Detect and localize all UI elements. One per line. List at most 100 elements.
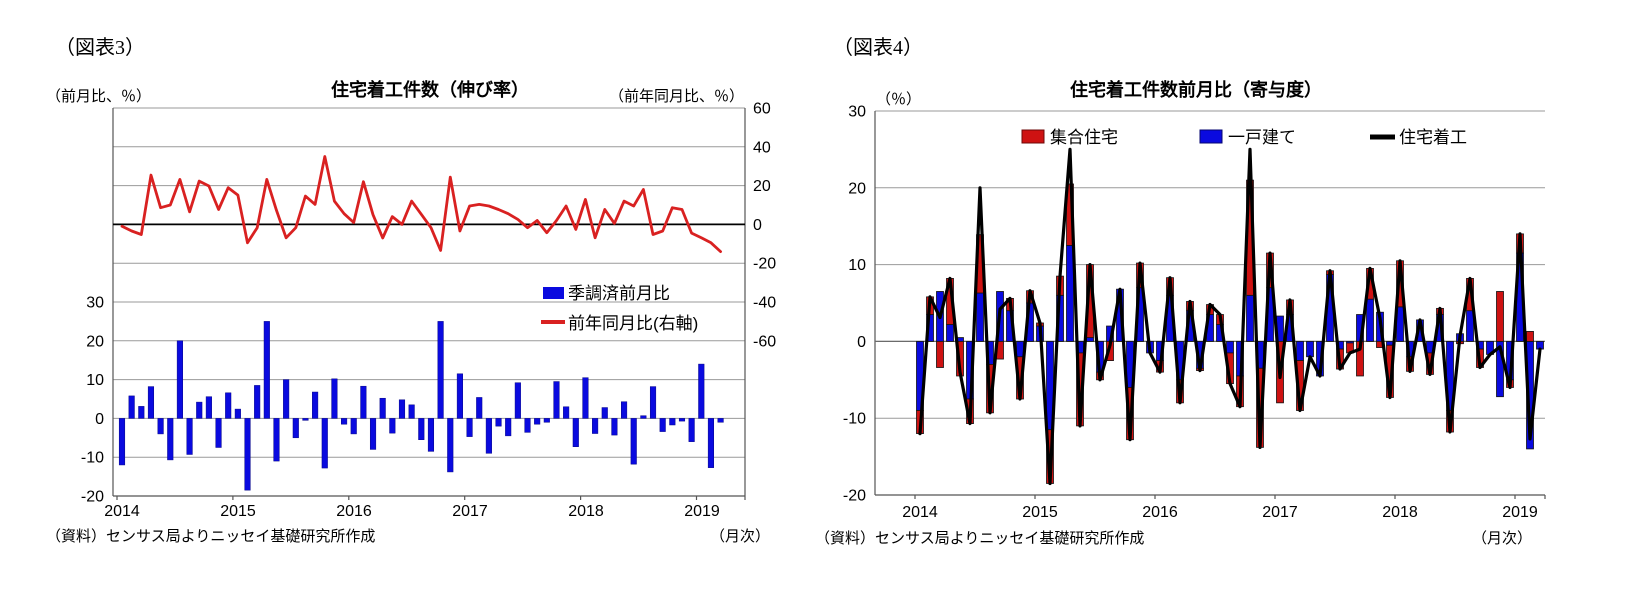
- mom-bar: [485, 418, 492, 454]
- figure4-contribution-bar-series: [916, 179, 1544, 484]
- mom-bar: [572, 418, 579, 447]
- total-housing-starts-line: [918, 147, 1542, 486]
- mom-bar: [263, 321, 270, 419]
- mom-bar: [592, 418, 599, 434]
- mom-bar: [524, 418, 531, 433]
- mom-bar: [534, 418, 541, 425]
- figure4-legend-multi-swatch: [1021, 129, 1045, 144]
- single-family-bar: [1226, 340, 1234, 354]
- single-family-bar: [946, 324, 954, 342]
- mom-bar: [398, 399, 406, 419]
- figure3-right-axis-tick-label: 60: [753, 101, 771, 118]
- mom-bar: [447, 418, 454, 473]
- figure3-left-axis-tick-label: 30: [86, 295, 104, 312]
- figure4-y-axis-tick-label: 30: [848, 104, 866, 121]
- single-family-bar: [1016, 340, 1024, 358]
- figure3-right-axis-tick-label: -40: [753, 295, 776, 312]
- mom-bar: [234, 408, 241, 419]
- mom-bar: [186, 418, 193, 455]
- mom-bar: [563, 406, 570, 419]
- figure4-x-axis-year-label: 2019: [1502, 504, 1538, 521]
- mom-bar: [176, 340, 183, 419]
- figure4-legend-single-swatch: [1199, 129, 1223, 144]
- figure3-legend: 季調済前月比 前年同月比(右軸): [541, 284, 698, 333]
- mom-bar: [649, 386, 657, 419]
- figure3-right-axis-tick-label: -20: [753, 256, 776, 273]
- mom-bar: [128, 395, 135, 419]
- mom-bar: [669, 418, 676, 426]
- figure4-legend-total-label: 住宅着工: [1399, 128, 1467, 147]
- mom-bar: [505, 418, 512, 437]
- mom-bar: [640, 415, 647, 419]
- mom-bar: [698, 363, 705, 419]
- yoy-line: [120, 155, 722, 254]
- mom-bar: [341, 418, 348, 425]
- mom-bar: [196, 401, 203, 419]
- mom-bar: [167, 418, 174, 461]
- mom-bar: [514, 382, 521, 419]
- figure3-legend-bar-label: 季調済前月比: [568, 284, 670, 303]
- mom-bar: [118, 418, 126, 466]
- mom-bar: [611, 418, 618, 436]
- figure4-x-axis-year-label: 2018: [1382, 504, 1418, 521]
- figure3-footer: （資料）センサス局よりニッセイ基礎研究所作成: [46, 528, 375, 545]
- mom-bar: [147, 386, 155, 419]
- figure4-y-axis-tick-label: -10: [843, 411, 866, 428]
- figure4-y-axis-tick-label: 0: [857, 334, 866, 351]
- mom-bar: [601, 407, 608, 419]
- mom-bar: [225, 392, 232, 419]
- figure3-x-axis-year-label: 2017: [452, 503, 488, 520]
- mom-bar: [302, 418, 309, 421]
- mom-bar: [389, 418, 396, 434]
- figure3-mom-bar-series: [118, 321, 724, 491]
- figure4-month-unit: （月次）: [1472, 530, 1532, 547]
- mom-bar: [369, 418, 377, 450]
- figure4-legend-multi-label: 集合住宅: [1050, 128, 1118, 147]
- figure4-legend-single-label: 一戸建て: [1228, 128, 1296, 147]
- mom-bar: [688, 418, 695, 442]
- mom-bar: [215, 418, 222, 448]
- mom-bar: [331, 378, 338, 419]
- figure4-y-axis-tick-label: 20: [848, 180, 866, 197]
- mom-bar: [437, 321, 444, 419]
- mom-bar: [553, 381, 560, 419]
- multi-family-bar: [1526, 331, 1534, 342]
- figure3-left-axis-tick-label: -10: [81, 450, 104, 467]
- figure4-y-axis-tick-label: 10: [848, 257, 866, 274]
- figure3-left-axis-tick-label: -20: [81, 489, 104, 506]
- mom-bar: [456, 373, 463, 419]
- mom-bar: [678, 418, 686, 422]
- figure4-x-axis-year-label: 2016: [1142, 504, 1178, 521]
- mom-bar: [350, 418, 357, 435]
- mom-bar: [138, 406, 145, 419]
- figure3-right-axis-tick-label: 20: [753, 178, 771, 195]
- figure4-label: （図表4）: [833, 36, 923, 59]
- figure3-left-axis-tick-label: 0: [95, 411, 104, 428]
- figure4-x-axis-year-label: 2015: [1022, 504, 1058, 521]
- figure3-label: （図表3）: [55, 36, 145, 59]
- mom-bar: [360, 385, 367, 419]
- figure4-tick-labels: 30 20 10 0 -10 -20 2014 2015 2016 2017 2018 2019: [843, 104, 1538, 522]
- figure4-x-axis-year-label: 2014: [902, 504, 938, 521]
- figure3-x-axis-year-label: 2016: [336, 503, 372, 520]
- figure4-title: 住宅着工件数前月比（寄与度）: [1070, 79, 1322, 100]
- figure3-right-axis-tick-label: -60: [753, 333, 776, 350]
- mom-bar: [476, 397, 483, 419]
- figure4-x-axis-year-label: 2017: [1262, 504, 1298, 521]
- single-family-bar: [1306, 340, 1314, 358]
- mom-bar: [418, 418, 425, 440]
- figure4-footer: （資料）センサス局よりニッセイ基礎研究所作成: [815, 530, 1144, 547]
- mom-bar: [244, 418, 251, 491]
- mom-bar: [273, 418, 280, 462]
- figure4-total-line-series: [918, 147, 1542, 486]
- mom-bar: [379, 397, 386, 419]
- figure3-legend-line-label: 前年同月比(右軸): [568, 314, 698, 333]
- mom-bar: [707, 418, 715, 468]
- figure3-x-axis-year-label: 2018: [568, 503, 604, 520]
- figure3-legend-bar-swatch: [543, 287, 564, 299]
- figure3-tick-labels: 30 20 10 0 -10 -20 60 40 20 0 -20 -40 -60 2014 2015 201…: [81, 101, 776, 521]
- mom-bar: [408, 404, 415, 419]
- mom-bar: [466, 418, 473, 437]
